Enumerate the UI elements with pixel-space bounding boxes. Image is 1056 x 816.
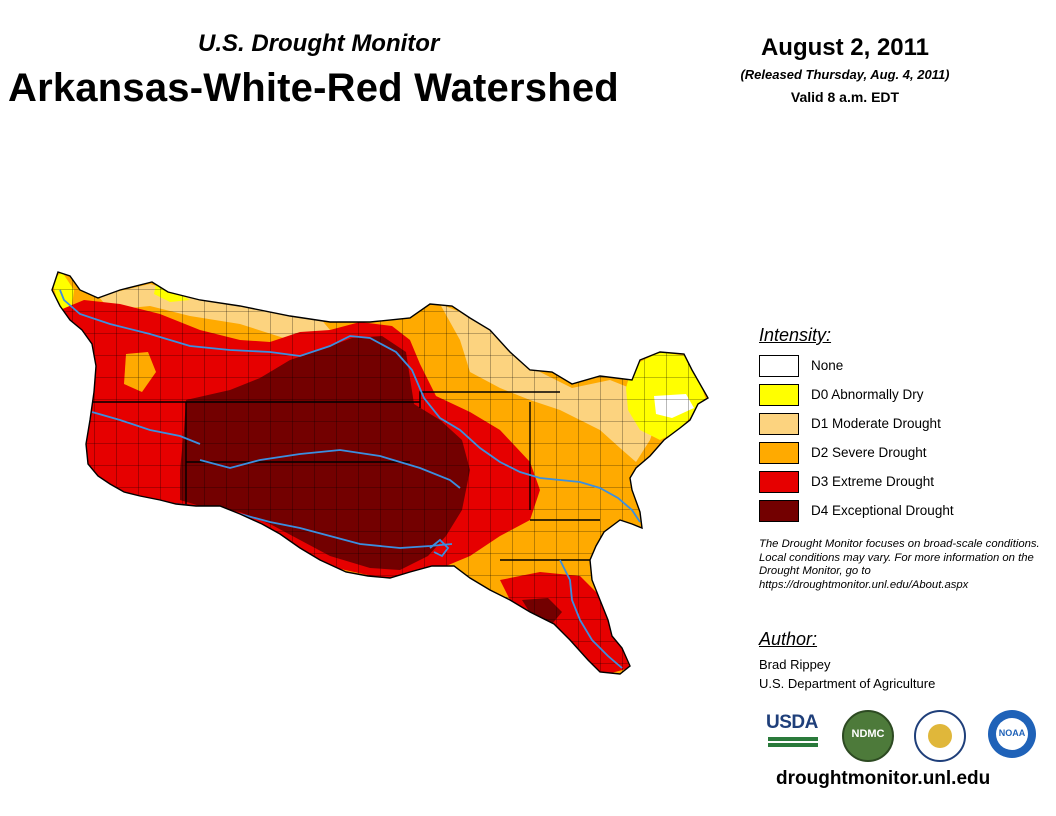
commerce-seal-icon xyxy=(914,710,966,762)
website-link[interactable]: droughtmonitor.unl.edu xyxy=(776,768,991,789)
legend-swatch xyxy=(759,442,799,464)
map-title: Arkansas-White-Red Watershed xyxy=(8,66,619,110)
legend-title: Intensity: xyxy=(759,325,832,345)
noaa-logo: NOAA xyxy=(988,710,1036,758)
drought-map xyxy=(51,271,709,675)
legend-label: D1 Moderate Drought xyxy=(811,416,941,431)
valid-time: Valid 8 a.m. EDT xyxy=(790,89,900,105)
usda-logo: USDA xyxy=(766,712,820,752)
usda-logo-text: USDA xyxy=(766,712,818,733)
basin-outline xyxy=(51,271,709,675)
legend-label: None xyxy=(811,358,844,373)
legend-label: D3 Extreme Drought xyxy=(811,474,935,489)
map-date: August 2, 2011 xyxy=(760,34,930,61)
legend-swatch xyxy=(759,413,799,435)
release-date: (Released Thursday, Aug. 4, 2011) xyxy=(740,67,950,82)
author-organization: U.S. Department of Agriculture xyxy=(759,676,936,691)
author-heading: Author: xyxy=(759,629,818,649)
legend-swatch xyxy=(759,384,799,406)
ndmc-logo: NDMC xyxy=(842,710,894,762)
noaa-inner xyxy=(996,718,1028,750)
seal-center xyxy=(928,724,952,748)
legend-label: D0 Abnormally Dry xyxy=(811,387,924,402)
legend-swatch xyxy=(759,500,799,522)
usda-stripe xyxy=(768,737,818,741)
legend-swatch xyxy=(759,355,799,377)
noaa-logo-text: NOAA xyxy=(998,728,1026,738)
legend-swatch xyxy=(759,471,799,493)
drought-monitor-note: The Drought Monitor focuses on broad-sca… xyxy=(759,538,1040,591)
legend-label: D4 Exceptional Drought xyxy=(811,503,954,518)
map-subtitle: U.S. Drought Monitor xyxy=(198,30,440,57)
author-name: Brad Rippey xyxy=(759,657,831,672)
state-lines xyxy=(90,391,600,561)
legend-label: D2 Severe Drought xyxy=(811,445,927,460)
usda-stripe xyxy=(768,743,818,747)
ndmc-logo-text: NDMC xyxy=(851,728,885,740)
